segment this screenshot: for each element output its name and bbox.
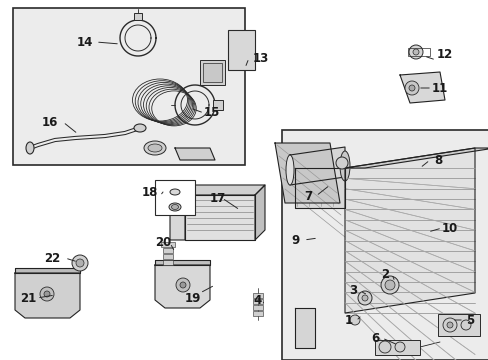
Circle shape [446,322,452,328]
Circle shape [384,280,394,290]
Polygon shape [254,185,264,240]
Text: 1: 1 [344,315,352,328]
Text: 6: 6 [370,332,378,345]
Polygon shape [170,195,184,240]
Circle shape [361,295,367,301]
Text: 14: 14 [77,36,93,49]
Text: 10: 10 [441,221,457,234]
Polygon shape [289,147,345,185]
Ellipse shape [26,142,34,154]
Bar [374,340,419,355]
Bar [227,30,254,70]
Circle shape [408,45,422,59]
Circle shape [460,320,470,330]
Polygon shape [345,148,474,313]
Text: 22: 22 [44,252,60,265]
Circle shape [394,342,404,352]
Text: 20: 20 [155,237,171,249]
Circle shape [357,291,371,305]
Bar [437,314,479,336]
Bar [161,242,175,247]
Ellipse shape [171,204,178,210]
Text: 3: 3 [348,284,356,297]
Text: 18: 18 [142,185,158,198]
Text: 2: 2 [380,267,388,280]
Bar [407,48,429,56]
Circle shape [72,255,88,271]
Polygon shape [15,273,80,318]
Bar [252,311,263,316]
Polygon shape [155,260,209,265]
Ellipse shape [134,124,146,132]
Polygon shape [274,143,339,203]
Bar [13,8,244,165]
Polygon shape [15,268,80,273]
Circle shape [176,278,190,292]
Text: 19: 19 [184,292,201,305]
Text: 13: 13 [252,51,268,64]
Polygon shape [345,148,488,168]
Text: 15: 15 [203,107,220,120]
Bar [213,100,223,110]
Circle shape [44,291,50,297]
Text: 9: 9 [290,234,299,247]
Circle shape [349,315,359,325]
Polygon shape [294,308,314,348]
Circle shape [404,81,418,95]
Ellipse shape [143,141,165,155]
Bar [203,63,222,82]
Bar [163,254,173,259]
Text: 4: 4 [253,293,262,306]
Bar [282,130,488,360]
Circle shape [76,259,84,267]
Bar [155,180,195,215]
Bar [134,13,142,20]
Ellipse shape [339,151,349,181]
Circle shape [378,341,390,353]
Bar [252,305,263,310]
Circle shape [40,287,54,301]
Circle shape [408,85,414,91]
Circle shape [442,318,456,332]
Bar [252,293,263,298]
Bar [163,248,173,253]
Text: 11: 11 [431,81,447,94]
Polygon shape [184,185,264,195]
Text: 17: 17 [209,192,225,204]
Ellipse shape [170,189,180,195]
Text: 21: 21 [20,292,36,305]
Circle shape [380,276,398,294]
Polygon shape [184,195,254,240]
Bar [200,60,224,85]
Circle shape [335,157,347,169]
Polygon shape [399,72,444,103]
Circle shape [180,282,185,288]
Text: 16: 16 [42,116,58,129]
Text: 7: 7 [304,189,311,202]
Polygon shape [155,265,209,308]
Bar [163,260,173,265]
Ellipse shape [148,144,162,152]
Polygon shape [175,148,215,160]
Circle shape [412,49,418,55]
Polygon shape [294,168,345,208]
Text: 5: 5 [465,314,473,327]
Text: 12: 12 [436,49,452,62]
Ellipse shape [285,155,293,185]
Ellipse shape [169,203,181,211]
Text: 8: 8 [433,153,441,166]
Bar [252,299,263,304]
